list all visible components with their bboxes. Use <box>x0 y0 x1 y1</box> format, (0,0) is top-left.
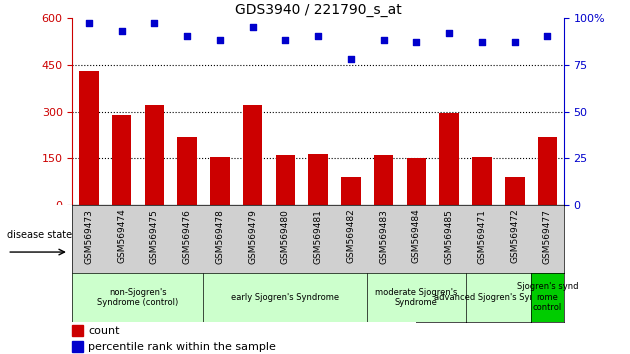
Bar <box>79 71 99 205</box>
Bar <box>341 177 361 205</box>
Text: GSM569476: GSM569476 <box>183 209 192 264</box>
Text: GSM569477: GSM569477 <box>543 209 552 264</box>
Text: GSM569475: GSM569475 <box>150 209 159 264</box>
Bar <box>472 157 492 205</box>
Text: percentile rank within the sample: percentile rank within the sample <box>88 342 276 352</box>
Bar <box>177 137 197 205</box>
Point <box>379 38 389 43</box>
Point <box>411 39 421 45</box>
Text: advanced Sjogren's Syndrome: advanced Sjogren's Syndrome <box>434 293 563 302</box>
Bar <box>439 113 459 205</box>
Point <box>542 34 553 39</box>
Point <box>313 34 323 39</box>
Point <box>280 38 290 43</box>
Bar <box>144 105 164 205</box>
Bar <box>72 341 83 353</box>
Point <box>149 21 159 26</box>
Point <box>346 56 356 62</box>
Point <box>117 28 127 34</box>
Text: GSM569479: GSM569479 <box>248 209 257 264</box>
Bar <box>308 154 328 205</box>
Bar <box>505 177 525 205</box>
Title: GDS3940 / 221790_s_at: GDS3940 / 221790_s_at <box>235 3 401 17</box>
Bar <box>72 325 83 336</box>
Text: GSM569485: GSM569485 <box>445 209 454 264</box>
Point <box>444 30 454 35</box>
Text: GSM569482: GSM569482 <box>346 209 355 263</box>
Text: GSM569481: GSM569481 <box>314 209 323 264</box>
Bar <box>406 159 427 205</box>
Text: GSM569473: GSM569473 <box>84 209 93 264</box>
Text: Sjogren's synd
rome
control: Sjogren's synd rome control <box>517 282 578 312</box>
Text: early Sjogren's Syndrome: early Sjogren's Syndrome <box>231 293 340 302</box>
Point <box>84 21 94 26</box>
Point <box>477 39 487 45</box>
Point <box>248 24 258 30</box>
Text: count: count <box>88 326 120 336</box>
Bar <box>210 157 230 205</box>
Text: GSM569484: GSM569484 <box>412 209 421 263</box>
Text: GSM569471: GSM569471 <box>478 209 486 264</box>
Text: disease state: disease state <box>8 229 72 240</box>
Text: GSM569478: GSM569478 <box>215 209 224 264</box>
Text: GSM569483: GSM569483 <box>379 209 388 264</box>
Bar <box>243 105 263 205</box>
Text: non-Sjogren's
Syndrome (control): non-Sjogren's Syndrome (control) <box>98 288 178 307</box>
Bar <box>374 155 394 205</box>
Bar <box>275 155 295 205</box>
Text: moderate Sjogren's
Syndrome: moderate Sjogren's Syndrome <box>375 288 457 307</box>
Text: GSM569480: GSM569480 <box>281 209 290 264</box>
Bar <box>112 115 132 205</box>
Text: GSM569472: GSM569472 <box>510 209 519 263</box>
Text: GSM569474: GSM569474 <box>117 209 126 263</box>
Point <box>510 39 520 45</box>
Point <box>215 38 225 43</box>
Bar <box>537 137 558 205</box>
Point <box>182 34 192 39</box>
